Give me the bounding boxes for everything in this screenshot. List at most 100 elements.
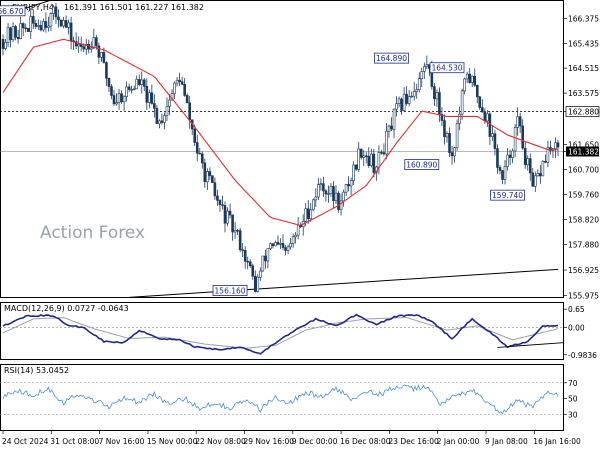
price-candles	[1, 2, 560, 293]
rsi-axis: 70 50 30	[563, 379, 578, 419]
candle-body	[362, 155, 366, 158]
candle-body	[463, 78, 466, 92]
candle-body	[158, 120, 161, 124]
candle-body	[364, 155, 368, 157]
candle-body	[168, 99, 171, 107]
candle-body	[236, 230, 239, 232]
candle-body	[385, 130, 388, 155]
candle-body	[448, 133, 451, 153]
candle-body	[115, 102, 118, 105]
price-panel-frame	[0, 0, 564, 298]
candle-body	[357, 148, 361, 170]
candle-body	[122, 96, 126, 103]
annotation-box	[374, 52, 409, 64]
price-tick-label: 156.925	[568, 266, 599, 275]
candle-body	[334, 192, 338, 201]
candle-body	[281, 243, 285, 248]
candle-body	[92, 37, 96, 49]
candle-body	[412, 91, 416, 97]
candle-body	[64, 20, 68, 28]
candle-body	[29, 16, 33, 32]
candle-body	[248, 261, 252, 267]
time-tick-label: 16 Jan 16:00	[533, 437, 581, 446]
candle-body	[279, 243, 282, 245]
macd-tick-label: -0.9836	[568, 351, 597, 360]
candle-body	[291, 236, 295, 244]
price-annotation: 164.890	[374, 52, 409, 64]
candle-body	[455, 123, 459, 148]
candle-body	[77, 44, 80, 47]
candle-body	[311, 199, 315, 211]
candle-body	[37, 25, 40, 27]
candle-body	[460, 90, 464, 115]
candle-body	[241, 249, 244, 251]
candle-body	[440, 114, 444, 121]
candle-body	[400, 98, 403, 111]
rsi-line	[2, 384, 559, 415]
candle-body	[294, 234, 297, 238]
candle-body	[74, 41, 78, 47]
price-guides	[0, 111, 563, 152]
candle-body	[337, 192, 340, 210]
candle-body	[536, 173, 540, 177]
macd-tick-label: 0.65	[568, 305, 585, 314]
candle-body	[483, 111, 487, 122]
candle-body	[84, 43, 88, 50]
candle-body	[259, 270, 262, 278]
annotation-text: 164.890	[376, 54, 407, 63]
candle-body	[276, 242, 280, 245]
time-tick-label: 31 Oct 08:00	[50, 437, 99, 446]
price-moving-average	[2, 38, 558, 226]
candle-body	[140, 79, 144, 85]
candle-body	[110, 86, 113, 96]
price-annotation: 160.890	[404, 159, 440, 170]
candle-body	[269, 243, 272, 249]
candle-body	[180, 81, 184, 85]
price-tick-label: 164.515	[568, 64, 599, 73]
moving-average-line	[2, 38, 558, 226]
candle-body	[443, 120, 446, 138]
candle-body	[271, 243, 275, 247]
candle-body	[518, 116, 522, 127]
rsi-panel-frame	[0, 364, 564, 431]
annotation-box	[404, 159, 440, 170]
candle-body	[511, 150, 514, 158]
candle-body	[148, 92, 151, 103]
annotation-box	[0, 5, 26, 17]
candle-body	[486, 113, 489, 122]
candle-body	[120, 93, 123, 103]
candle-body	[319, 183, 323, 185]
candle-body	[135, 79, 139, 90]
candle-body	[213, 182, 217, 197]
candle-body	[327, 193, 330, 195]
candle-body	[256, 276, 260, 292]
candle-body	[1, 38, 5, 49]
candle-body	[69, 22, 73, 42]
price-annotations: 166.670 164.890 164.530 160.890 159.740 156.1…	[0, 5, 525, 296]
candle-body	[296, 224, 300, 236]
candle-body	[206, 171, 209, 183]
macd-trendline	[497, 342, 564, 348]
candle-body	[544, 161, 547, 163]
rsi-tick-label: 50	[568, 395, 578, 404]
candle-body	[233, 230, 237, 233]
candle-body	[89, 47, 93, 50]
candle-body	[218, 200, 222, 205]
candle-body	[274, 242, 277, 247]
candle-body	[347, 184, 350, 187]
candle-body	[19, 23, 22, 39]
candle-body	[243, 250, 247, 262]
panel-frames	[0, 0, 564, 431]
candle-body	[130, 89, 133, 91]
candle-body	[344, 184, 348, 193]
candle-body	[390, 125, 393, 130]
candle-body	[62, 20, 65, 27]
candle-body	[508, 154, 512, 158]
candle-body	[238, 230, 242, 251]
candle-body	[322, 183, 325, 192]
candle-body	[546, 147, 550, 163]
candle-body	[102, 52, 106, 63]
candle-body	[493, 133, 497, 149]
candle-body	[526, 158, 530, 166]
